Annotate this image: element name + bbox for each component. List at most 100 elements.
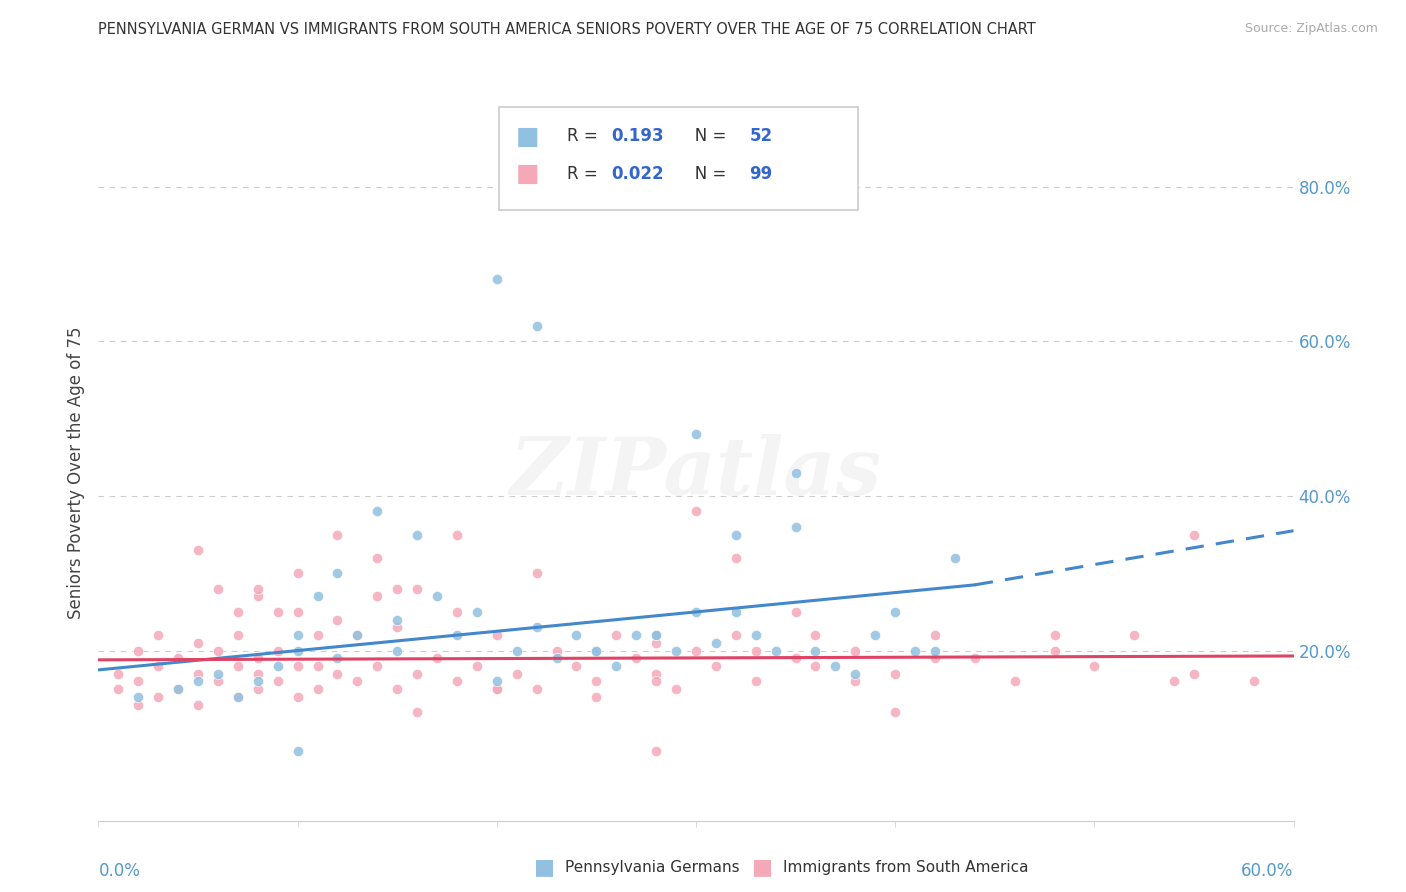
Point — [804, 643, 827, 657]
Text: ZIPatlas: ZIPatlas — [510, 434, 882, 511]
Point — [307, 682, 329, 697]
Point — [326, 527, 349, 541]
Point — [307, 628, 329, 642]
Text: ■: ■ — [516, 125, 540, 148]
Point — [287, 643, 309, 657]
Text: Source: ZipAtlas.com: Source: ZipAtlas.com — [1244, 22, 1378, 36]
Point — [785, 605, 807, 619]
Point — [704, 659, 727, 673]
Point — [485, 628, 508, 642]
Point — [804, 659, 827, 673]
Point — [645, 628, 668, 642]
Point — [745, 628, 768, 642]
Point — [585, 690, 607, 704]
Point — [526, 620, 548, 634]
Point — [107, 666, 129, 681]
Point — [1182, 527, 1205, 541]
Point — [187, 666, 209, 681]
Point — [724, 628, 747, 642]
Point — [406, 666, 429, 681]
Point — [267, 605, 290, 619]
Point — [526, 318, 548, 333]
Text: ■: ■ — [534, 857, 555, 877]
Point — [287, 744, 309, 758]
Point — [884, 706, 907, 720]
Point — [326, 651, 349, 665]
Point — [506, 643, 529, 657]
Point — [346, 628, 368, 642]
Point — [287, 566, 309, 581]
Point — [605, 659, 627, 673]
Point — [465, 605, 488, 619]
Point — [724, 605, 747, 619]
Point — [127, 690, 149, 704]
Point — [287, 690, 309, 704]
Point — [326, 566, 349, 581]
Point — [685, 427, 707, 442]
Point — [1243, 674, 1265, 689]
Point — [605, 628, 627, 642]
Point — [226, 659, 249, 673]
Point — [1123, 628, 1146, 642]
Text: N =: N = — [679, 128, 731, 145]
Point — [745, 643, 768, 657]
Point — [585, 674, 607, 689]
Point — [167, 651, 190, 665]
Point — [446, 527, 468, 541]
Point — [207, 582, 229, 596]
Point — [385, 643, 409, 657]
Point — [127, 674, 149, 689]
Point — [645, 636, 668, 650]
Point — [148, 690, 170, 704]
Point — [187, 674, 209, 689]
Text: 60.0%: 60.0% — [1241, 863, 1294, 880]
Point — [167, 682, 190, 697]
Text: Immigrants from South America: Immigrants from South America — [783, 860, 1029, 874]
Point — [426, 651, 449, 665]
Point — [785, 651, 807, 665]
Point — [226, 628, 249, 642]
Point — [546, 651, 568, 665]
Point — [804, 628, 827, 642]
Point — [765, 643, 787, 657]
Point — [326, 613, 349, 627]
Point — [385, 620, 409, 634]
Point — [624, 628, 647, 642]
Point — [406, 527, 429, 541]
Point — [884, 605, 907, 619]
Point — [207, 666, 229, 681]
Point — [446, 605, 468, 619]
Point — [446, 674, 468, 689]
Point — [546, 643, 568, 657]
Text: R =: R = — [567, 165, 603, 183]
Text: PENNSYLVANIA GERMAN VS IMMIGRANTS FROM SOUTH AMERICA SENIORS POVERTY OVER THE AG: PENNSYLVANIA GERMAN VS IMMIGRANTS FROM S… — [98, 22, 1036, 37]
Text: 0.022: 0.022 — [612, 165, 664, 183]
Point — [246, 590, 269, 604]
Point — [863, 628, 886, 642]
Point — [745, 674, 768, 689]
Text: R =: R = — [567, 128, 603, 145]
Point — [207, 674, 229, 689]
Point — [346, 674, 368, 689]
Point — [207, 643, 229, 657]
Point — [246, 582, 269, 596]
Point — [1043, 628, 1066, 642]
Point — [565, 628, 588, 642]
Point — [645, 674, 668, 689]
Point — [406, 582, 429, 596]
Point — [585, 643, 607, 657]
Point — [465, 659, 488, 673]
Point — [187, 543, 209, 558]
Point — [326, 666, 349, 681]
Point — [1182, 666, 1205, 681]
Point — [884, 666, 907, 681]
Point — [446, 628, 468, 642]
Point — [127, 698, 149, 712]
Point — [526, 682, 548, 697]
Point — [246, 666, 269, 681]
Point — [385, 682, 409, 697]
Point — [824, 659, 846, 673]
Point — [287, 628, 309, 642]
Point — [366, 550, 388, 565]
Point — [724, 550, 747, 565]
